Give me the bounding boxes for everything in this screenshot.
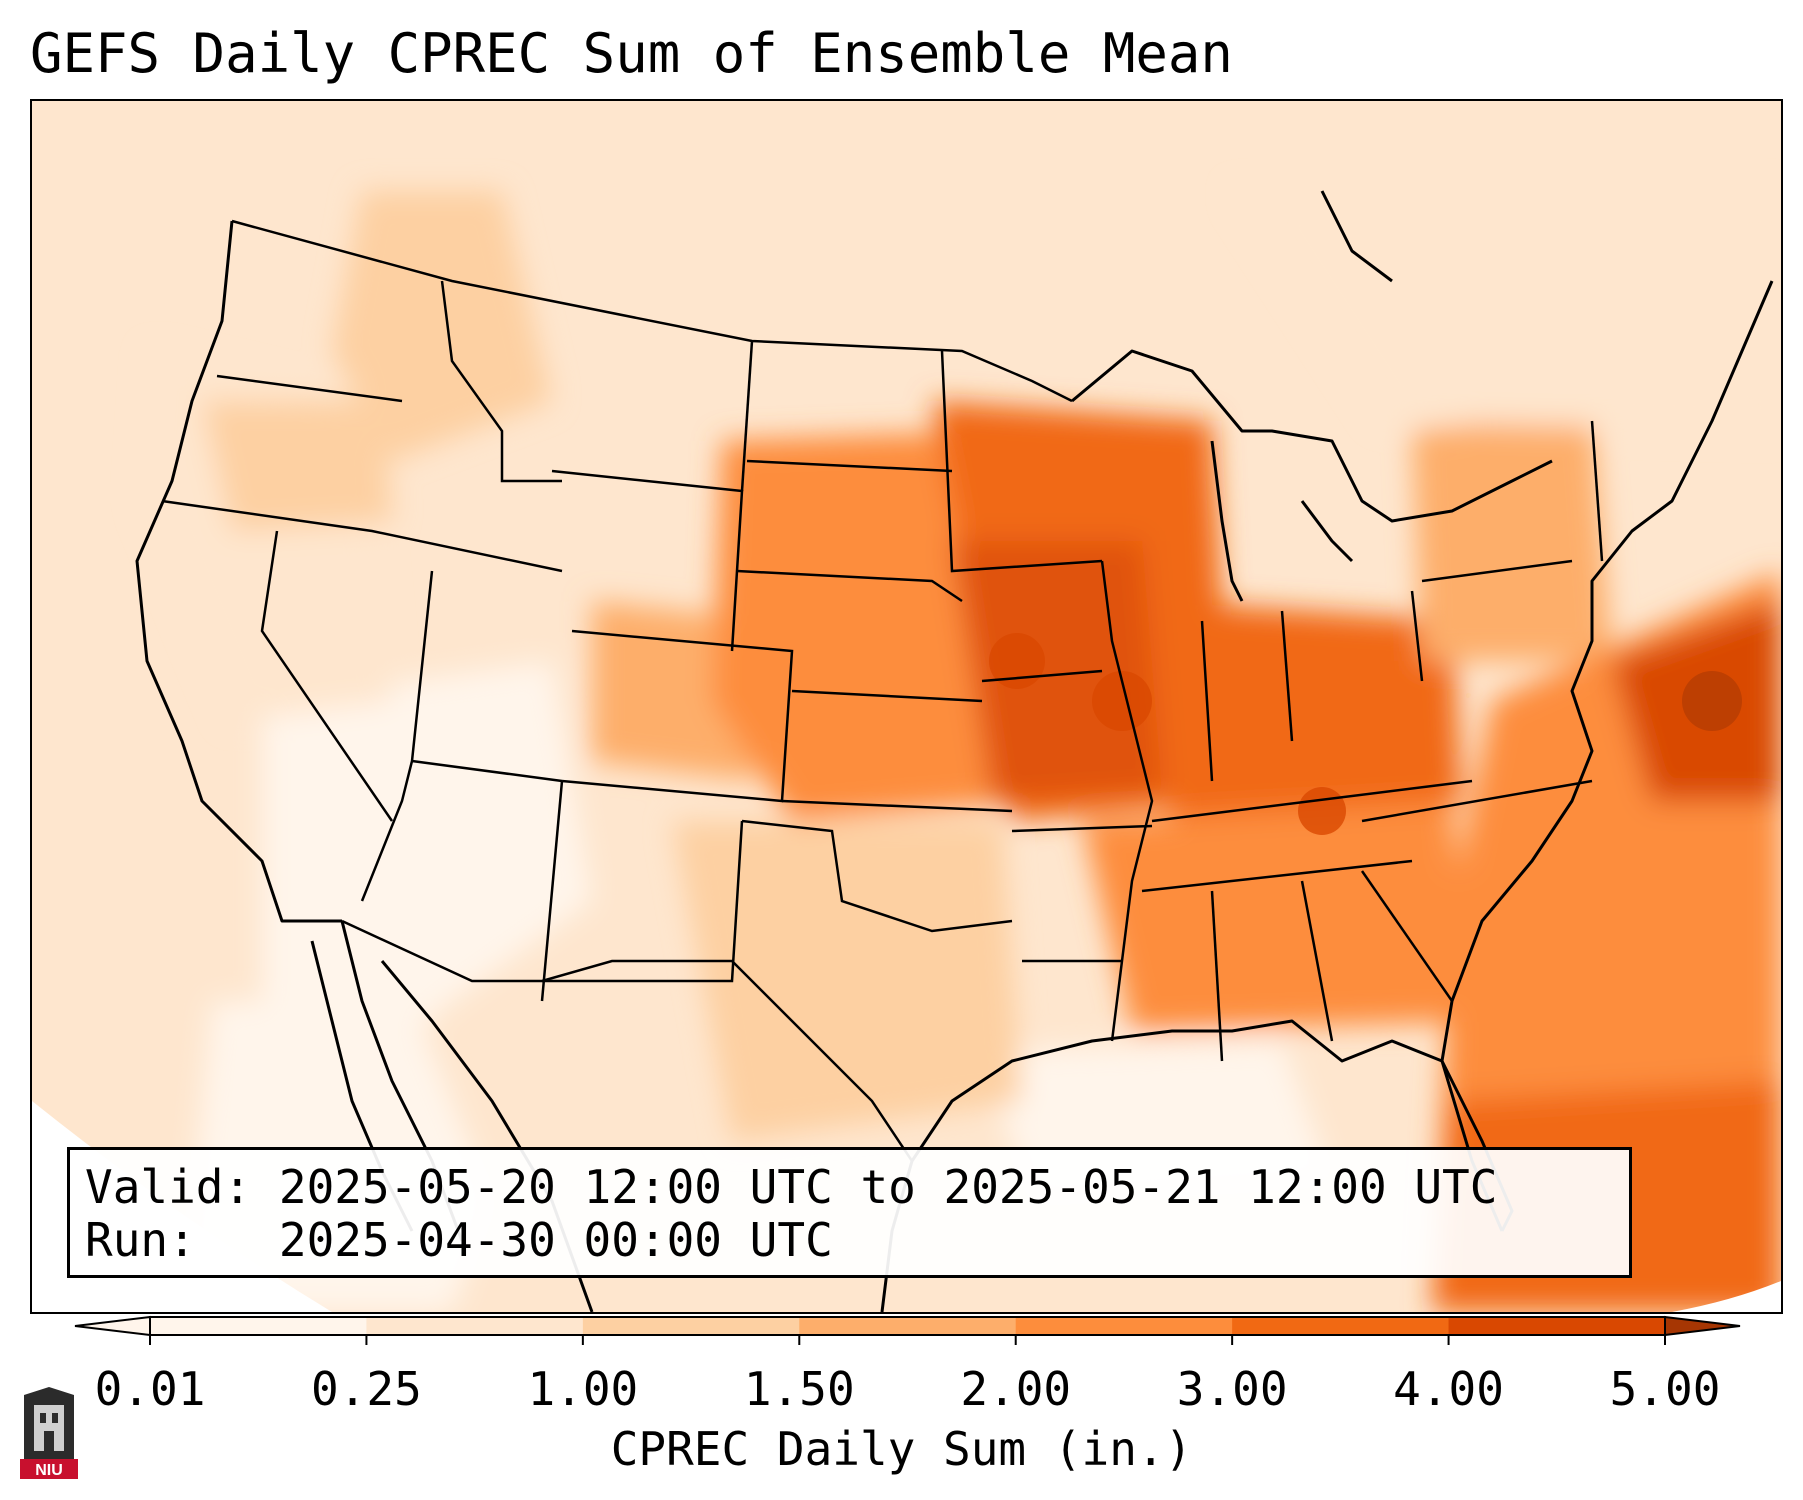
border-al-ga <box>1300 880 1334 1042</box>
chart-title: GEFS Daily CPREC Sum of Ensemble Mean <box>30 22 1233 85</box>
precip-max-iowa <box>989 633 1045 689</box>
colorbar-segment <box>1015 1317 1233 1335</box>
colorbar-label: CPREC Daily Sum (in.) <box>610 1422 1193 1476</box>
border-il-in <box>1200 620 1214 782</box>
colorbar-segment <box>150 1317 367 1335</box>
colorbar-tick-label: 0.25 <box>311 1362 422 1416</box>
border-mo-ar <box>1011 824 1153 833</box>
valid-time-range: 2025-05-20 12:00 UTC to 2025-05-21 12:00… <box>278 1160 1498 1214</box>
precip-region-texas <box>672 821 1022 1141</box>
precip-max-atlantic <box>1682 671 1742 731</box>
border-ks-ok <box>781 799 1013 813</box>
border-az-nm <box>540 780 564 1002</box>
border-id-mt <box>440 280 562 483</box>
projection-edge-southeast <box>1672 1281 1781 1312</box>
logo-tower-window <box>52 1413 58 1423</box>
border-wa-or <box>216 374 403 403</box>
great-lakes <box>1071 349 1553 602</box>
colorbar-extend-max <box>1664 1315 1741 1337</box>
border-ms-al <box>1210 890 1224 1062</box>
border-tn-ms-al <box>1141 859 1413 893</box>
map-panel <box>30 99 1783 1314</box>
border-ky-tn <box>1151 779 1473 823</box>
colorbar-segment <box>582 1317 800 1335</box>
precip-region-plains <box>712 431 1032 821</box>
colorbar-extend-min <box>74 1315 151 1337</box>
border-mississippi-river <box>1100 560 1154 1042</box>
border-ga-sc <box>1360 870 1454 1002</box>
precip-region-iowa-missouri <box>952 541 1162 801</box>
colorbar-tick-label: 1.50 <box>743 1362 855 1416</box>
border-ne-ks <box>791 689 983 703</box>
colorbar-segment <box>1232 1317 1450 1335</box>
valid-run-infobox: Valid: 2025-05-20 12:00 UTC to 2025-05-2… <box>67 1147 1632 1278</box>
run-time: 2025-04-30 00:00 UTC <box>278 1213 833 1267</box>
border-ca-nv <box>260 530 394 822</box>
logo-text: NIU <box>35 1462 63 1479</box>
border-sd-ne <box>736 569 963 603</box>
run-label: Run: <box>85 1213 196 1267</box>
valid-label: Valid: <box>85 1160 252 1214</box>
border-co <box>561 629 794 803</box>
valid-line: Valid: 2025-05-20 12:00 UTC to 2025-05-2… <box>85 1160 1497 1214</box>
border-nm-tx <box>542 820 744 983</box>
precip-region-canada-east <box>1232 191 1781 431</box>
colorbar-tick-label: 5.00 <box>1609 1362 1721 1416</box>
border-pa-ny <box>1421 559 1573 583</box>
border-mn-ia <box>940 350 1103 573</box>
state-borders <box>161 219 1604 1162</box>
border-nv-ut-az <box>360 570 434 902</box>
colorbar-ticks <box>149 1335 1666 1345</box>
border-nd-sd <box>746 459 953 473</box>
colorbar-tick-label: 3.00 <box>1176 1362 1288 1416</box>
us-east-coast <box>1440 280 1774 1062</box>
precip-region-ohio-valley <box>1162 601 1462 821</box>
us-canada-border <box>231 219 1073 403</box>
logo-tower-window <box>40 1413 46 1423</box>
colorbar-tick-label: 0.01 <box>94 1362 206 1416</box>
colorbar-tick-label: 2.00 <box>960 1362 1072 1416</box>
colorbar-segment <box>366 1317 584 1335</box>
colorbar <box>74 1315 1741 1345</box>
logo-tower-door <box>44 1431 54 1451</box>
colorbar-tick-label: 1.00 <box>527 1362 639 1416</box>
us-west-coast <box>135 220 342 923</box>
precipitation-map <box>32 101 1781 1312</box>
border-oh-pa <box>1410 590 1424 682</box>
border-ok-tx <box>741 819 1013 933</box>
precip-region-northern-rockies <box>332 191 552 461</box>
us-mexico-border <box>341 919 914 1162</box>
border-ny-new-england <box>1590 420 1604 562</box>
run-line: Run: 2025-04-30 00:00 UTC <box>85 1213 833 1267</box>
precip-max-illinois <box>1092 671 1152 731</box>
hudson-bay-edge <box>1320 190 1393 283</box>
border-va-nc <box>1361 779 1593 823</box>
border-or-ca-nv <box>161 499 563 573</box>
precip-region-northeast <box>1412 411 1612 661</box>
border-ia-mo <box>981 669 1103 683</box>
border-mt-nd <box>740 340 754 492</box>
colorbar-segment <box>799 1317 1017 1335</box>
logo-banner <box>20 1459 78 1479</box>
border-ut-az <box>411 759 563 783</box>
colorbar-outline <box>149 1316 1666 1336</box>
colorbar-segments <box>74 1315 1741 1337</box>
colorbar-tick-label: 4.00 <box>1393 1362 1504 1416</box>
border-in-oh <box>1280 610 1294 742</box>
niu-logo: NIU <box>20 1387 78 1479</box>
precip-max-tennessee <box>1298 787 1346 835</box>
precip-region-southwest <box>262 661 592 1101</box>
precip-region-southeast <box>1082 801 1472 1031</box>
precip-region-northwest <box>202 401 392 531</box>
colorbar-segment <box>1448 1317 1666 1335</box>
